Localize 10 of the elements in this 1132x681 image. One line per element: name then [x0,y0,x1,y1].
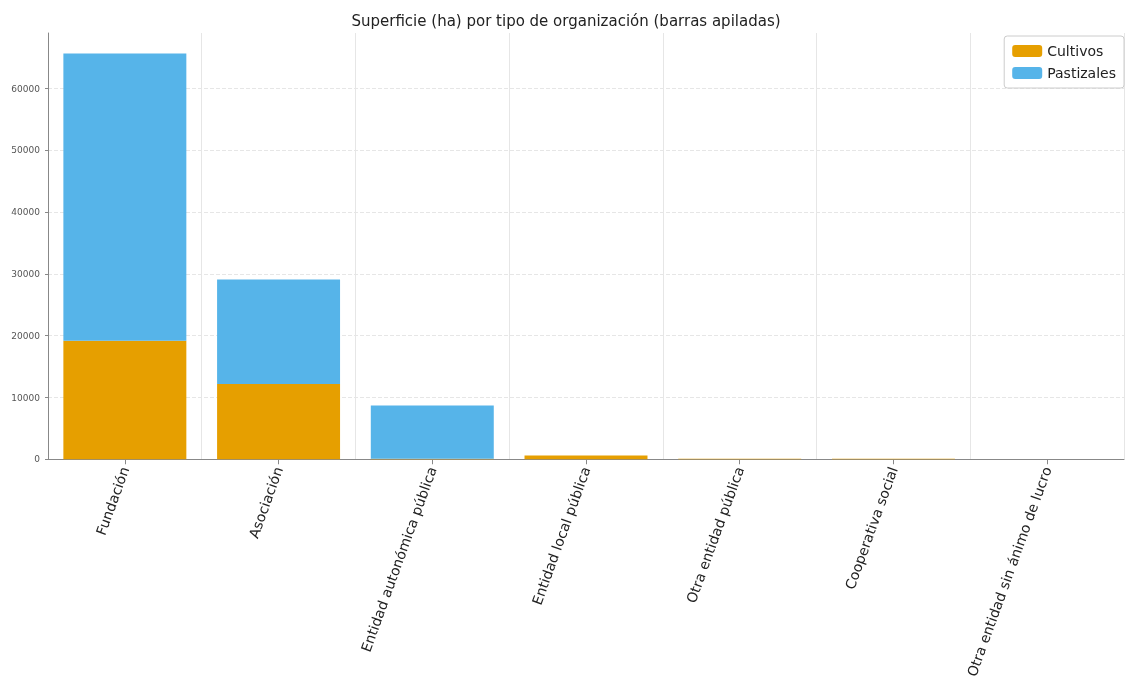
y-tick-label: 60000 [11,83,41,94]
legend-label: Pastizales [1047,65,1117,81]
y-tick-label: 50000 [11,145,41,156]
y-tick-label: 20000 [11,330,41,341]
y-tick-label: 30000 [11,268,41,279]
y-tick-label: 0 [34,454,41,465]
y-tick-label: 40000 [11,207,41,218]
legend-label: Cultivos [1047,43,1104,59]
chart-title: Superficie (ha) por tipo de organización (barras apiladas) [351,11,781,30]
y-tick-label: 10000 [11,392,41,403]
